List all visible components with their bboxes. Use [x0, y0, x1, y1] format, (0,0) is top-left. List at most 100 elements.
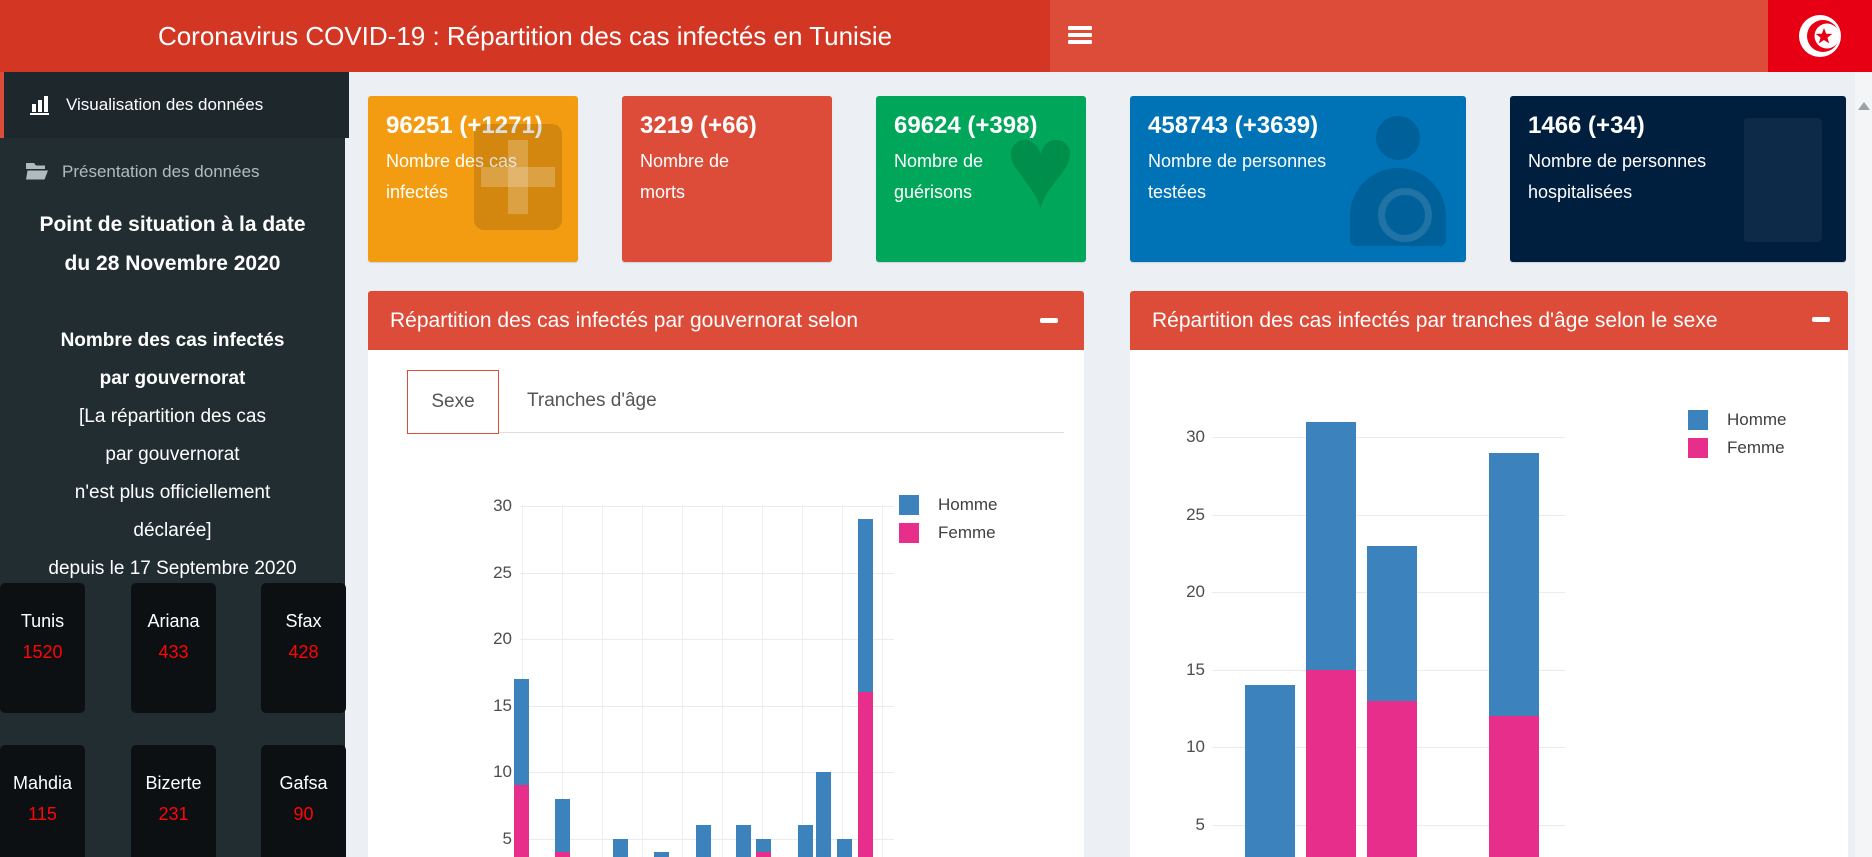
gridline-vertical [682, 505, 683, 857]
gridline-vertical [762, 505, 763, 857]
scrollbar-track[interactable] [1855, 72, 1872, 857]
y-axis-tick-label: 25 [1186, 504, 1205, 524]
bar-segment-homme [736, 825, 751, 857]
gridline-horizontal [520, 639, 894, 640]
sidebar-item-visualisation[interactable]: Visualisation des données [0, 72, 349, 138]
gridline-horizontal [520, 506, 894, 507]
stat-value: 96251 (+1271) [386, 112, 543, 139]
hospital-icon [1744, 118, 1822, 242]
tunisia-flag-icon [1768, 0, 1872, 72]
bar-segment-homme [858, 519, 873, 693]
bar-segment-femme [514, 785, 529, 857]
collapse-minus-icon[interactable] [1812, 317, 1830, 322]
heart-icon: ♥ [1004, 99, 1076, 233]
scrollbar-up-arrow-icon[interactable] [1858, 102, 1870, 110]
bar-segment-homme [816, 772, 831, 857]
tab-sexe[interactable]: Sexe [407, 370, 499, 434]
gridline-horizontal [1212, 437, 1565, 438]
note-line: Nombre des cas infectés [60, 330, 285, 351]
stat-card: 96251 (+1271) Nombre des cas infectés [368, 96, 578, 262]
y-axis-tick-label: 20 [493, 629, 512, 648]
plus-icon [474, 124, 562, 230]
governorate-count: 231 [158, 804, 189, 824]
legend-label: Femme [938, 523, 996, 542]
hamburger-icon[interactable] [1056, 14, 1104, 58]
gridline-vertical [842, 505, 843, 857]
gridline-vertical [722, 505, 723, 857]
legend-label: Homme [938, 495, 998, 514]
doctor-icon [1350, 116, 1446, 246]
y-axis-tick-label: 25 [493, 562, 512, 582]
governorate-count: 1520 [22, 642, 63, 662]
legend-swatch [899, 495, 919, 515]
bar-segment-homme [756, 838, 771, 852]
governorate-count: 428 [288, 642, 319, 662]
bar-segment-femme [555, 851, 570, 857]
y-axis-tick-label: 10 [493, 762, 512, 781]
governorate-count: 115 [28, 804, 57, 824]
bar-segment-femme [1489, 716, 1539, 857]
governorate-name: Gafsa [279, 773, 328, 793]
stethoscope [1378, 188, 1432, 242]
sidebar: Visualisation des données Présentation d… [0, 72, 349, 857]
stat-label: guérisons [894, 182, 973, 202]
stat-label: hospitalisées [1528, 182, 1633, 202]
governorate-tile: Gafsa 90 [261, 745, 346, 857]
stat-label: Nombre de [640, 151, 730, 171]
stat-card: 3219 (+66) Nombre de morts [622, 96, 832, 262]
bar-segment-homme [696, 825, 711, 857]
gridline-horizontal [520, 572, 894, 574]
gridline-horizontal [520, 705, 894, 707]
gridline-horizontal [1212, 514, 1565, 516]
bar-segment-homme [555, 798, 570, 852]
sidebar-item-label: Présentation des données [62, 161, 260, 181]
stat-card: ♥ 69624 (+398) Nombre de guérisons [876, 96, 1086, 262]
governorate-tile: Bizerte 231 [131, 745, 216, 857]
governorate-tile: Tunis 1520 [0, 583, 85, 713]
y-axis-tick-label: 10 [1186, 737, 1205, 756]
bar-segment-homme [1245, 685, 1295, 857]
note-line: depuis le 17 Septembre 2020 [48, 558, 297, 579]
governorate-name: Mahdia [12, 773, 73, 793]
collapse-minus-icon[interactable] [1040, 318, 1058, 323]
governorate-count: 90 [293, 804, 314, 824]
note-line: déclarée] [133, 520, 212, 541]
y-axis-tick-label: 15 [1186, 659, 1205, 679]
governorate-tile: Ariana 433 [131, 583, 216, 713]
panel-header-gouvernorat: Répartition des cas infectés par gouvern… [368, 291, 1084, 350]
y-axis-tick-label: 30 [1186, 427, 1205, 446]
bar-segment-femme [756, 851, 771, 857]
header-navbar [1050, 0, 1768, 72]
stat-label: Nombre de personnes [1148, 151, 1327, 171]
y-axis-tick-label: 15 [493, 695, 512, 715]
governorate-name: Bizerte [145, 773, 202, 793]
stat-value: 458743 (+3639) [1148, 112, 1319, 139]
header-brand: Coronavirus COVID-19 : Répartition des c… [0, 0, 1050, 72]
gridline-vertical [802, 505, 803, 857]
stat-label: morts [640, 182, 685, 202]
note-line: [La répartition des cas [79, 406, 266, 427]
governorate-name: Sfax [285, 611, 322, 631]
panel-title: Répartition des cas infectés par gouvern… [390, 309, 859, 332]
note-line: n'est plus officiellement [74, 482, 271, 503]
stat-label: Nombre de personnes [1528, 151, 1707, 171]
situation-heading: Point de situation à la date du 28 Novemb… [0, 205, 345, 283]
situation-line: du 28 Novembre 2020 [64, 252, 281, 275]
bar-segment-homme [837, 838, 852, 857]
legend-label: Homme [1727, 410, 1787, 429]
gridline-vertical [882, 505, 883, 857]
tabs-divider [497, 432, 1064, 433]
bar-segment-homme [654, 851, 669, 857]
stat-label: Nombre des cas [386, 151, 518, 171]
bar-segment-homme [613, 838, 628, 857]
note-line: par gouvernorat [105, 444, 240, 465]
bar-segment-homme [514, 678, 529, 786]
gridline-horizontal [520, 772, 894, 773]
stat-value: 69624 (+398) [894, 112, 1038, 139]
sidebar-item-presentation[interactable]: Présentation des données [0, 138, 345, 205]
bar-segment-homme [798, 825, 813, 857]
tab-tranches-age[interactable]: Tranches d'âge [527, 390, 657, 411]
doctor-head [1376, 116, 1420, 160]
y-axis-tick-label: 20 [1186, 582, 1205, 601]
